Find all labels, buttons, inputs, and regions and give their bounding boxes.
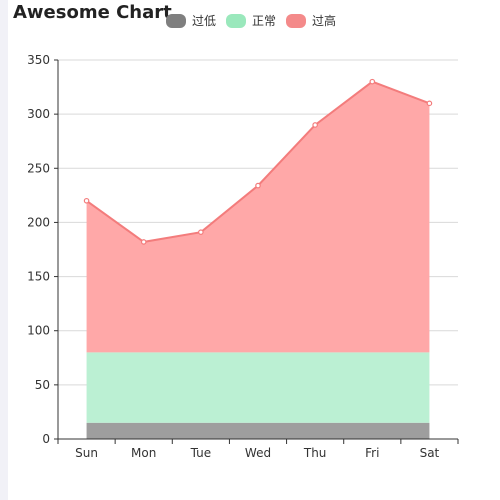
band-normal [86,352,430,423]
legend-swatch-low [166,13,186,28]
x-tick-label-sat: Sat [420,446,440,460]
x-tick-label-fri: Fri [365,446,379,460]
x-tick-label-tue: Tue [190,446,212,460]
y-tick-label-50: 50 [35,378,50,392]
y-tick-label-200: 200 [27,215,50,229]
x-tick-label-mon: Mon [131,446,156,460]
data-point-tue [198,229,204,235]
legend-item-high[interactable]: 过高 [286,12,336,29]
legend-label-low: 过低 [192,14,217,28]
legend-swatch-normal [226,13,247,28]
x-tick-label-sun: Sun [75,446,98,460]
band-low [86,422,430,439]
page-edge [0,0,8,500]
y-tick-label-300: 300 [27,107,50,121]
legend-label-high: 过高 [312,14,337,28]
y-tick-label-0: 0 [42,432,50,446]
data-point-mon [140,239,147,245]
legend: 过低 正常 过高 [166,12,336,29]
data-point-sun [83,197,90,204]
chart-title: Awesome Chart [13,2,172,23]
data-point-fri [369,78,376,85]
legend-label-normal: 正常 [252,14,277,28]
y-tick-label-100: 100 [27,324,50,338]
legend-item-low[interactable]: 过低 [166,12,216,29]
y-tick-label-150: 150 [27,270,50,284]
x-tick-label-wed: Wed [245,446,271,460]
band-high-area [86,81,430,353]
legend-item-normal[interactable]: 正常 [226,12,276,29]
legend-swatch-high [286,13,307,28]
data-point-thu [312,122,318,128]
y-tick-label-350: 350 [27,53,50,67]
data-point-wed [255,182,261,189]
x-tick-label-thu: Thu [303,446,327,460]
y-tick-label-250: 250 [27,161,50,175]
data-point-sat [426,100,433,107]
